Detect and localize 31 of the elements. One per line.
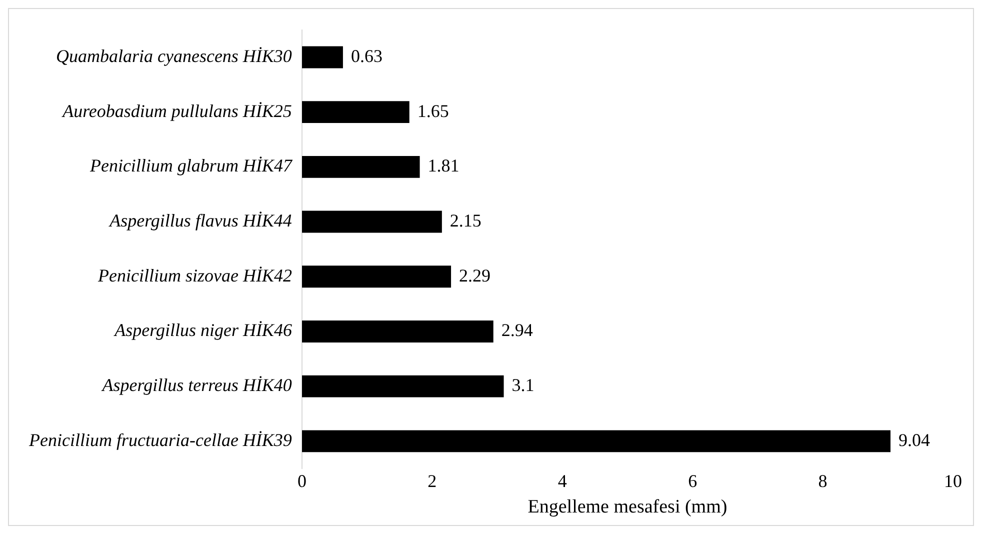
y-tick-label: Quambalaria cyanescens HİK30 <box>56 46 292 66</box>
x-tick-label: 6 <box>688 471 698 492</box>
data-label: 3.1 <box>512 375 534 396</box>
y-tick-label: Aspergillus flavus HİK44 <box>108 210 292 231</box>
bar <box>302 156 420 178</box>
x-tick-label: 10 <box>944 471 962 492</box>
data-label: 2.94 <box>501 320 533 340</box>
data-label: 2.29 <box>459 265 491 286</box>
y-tick-label: Aspergillus terreus HİK40 <box>101 375 292 396</box>
x-axis-title: Engelleme mesafesi (mm) <box>528 496 728 518</box>
data-label: 9.04 <box>898 430 930 450</box>
x-tick-label: 0 <box>297 471 306 492</box>
bar <box>302 266 452 288</box>
x-tick-label: 2 <box>428 471 437 492</box>
data-label: 1.65 <box>417 100 449 121</box>
bar <box>302 375 504 398</box>
y-tick-label: Aureobasdium pullulans HİK25 <box>62 100 292 121</box>
bar <box>302 101 410 124</box>
y-tick-label: Aspergillus niger HİK46 <box>114 320 292 340</box>
bar <box>302 210 442 233</box>
x-tick-label: 4 <box>558 471 567 492</box>
data-label: 2.15 <box>450 210 482 231</box>
data-label: 0.63 <box>350 46 382 66</box>
bar <box>302 46 343 68</box>
data-label: 1.81 <box>428 156 460 176</box>
y-tick-label: Penicillium fructuaria-cellae HİK39 <box>28 430 292 450</box>
bar <box>302 430 890 452</box>
x-tick-label: 8 <box>818 471 828 492</box>
y-tick-label: Penicillium sizovae HİK42 <box>96 265 292 286</box>
bar <box>302 320 494 342</box>
y-tick-label: Penicillium glabrum HİK47 <box>88 156 293 176</box>
